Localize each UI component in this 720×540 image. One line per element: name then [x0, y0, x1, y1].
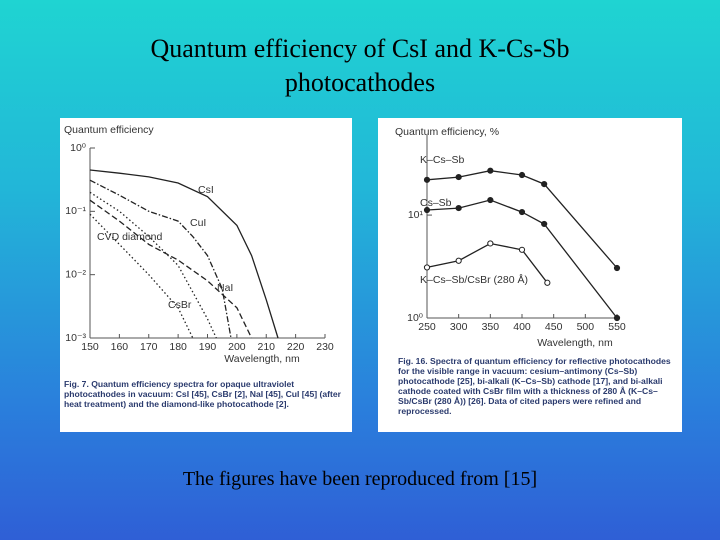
figure-panel	[378, 118, 682, 432]
data-point	[455, 173, 462, 181]
data-point	[518, 171, 526, 179]
x-tick-label: 450	[545, 321, 563, 333]
data-point	[541, 220, 548, 228]
series-label: K–Cs–Sb/CsBr (280 Å)	[420, 273, 528, 286]
x-tick-label: 400	[513, 321, 531, 333]
series-line	[89, 213, 194, 339]
y-tick-label: 10¹	[408, 209, 424, 221]
y-tick-label: 10⁻³	[65, 332, 86, 344]
figure-caption: Fig. 7. Quantum efficiency spectra for o…	[64, 379, 341, 409]
x-axis-label: Wavelength, nm	[224, 353, 300, 365]
series-label: CuI	[190, 217, 206, 229]
slide-title: Quantum efficiency of CsI and K-Cs-Sb ph…	[150, 34, 570, 97]
data-point	[487, 167, 494, 174]
x-tick-label: 170	[140, 341, 158, 353]
y-tick-label: 10⁻²	[65, 268, 86, 280]
data-point	[455, 204, 462, 212]
series-label: CVD diamond	[97, 231, 163, 243]
x-tick-label: 300	[450, 321, 468, 333]
y-axis-label: Quantum efficiency	[64, 124, 154, 136]
x-tick-label: 180	[169, 341, 187, 353]
series-label: Cs–Sb	[420, 197, 452, 209]
data-point	[613, 264, 621, 272]
series-label: CsI	[198, 184, 214, 196]
figure-caption: Fig. 16. Spectra of quantum efficiency f…	[398, 356, 671, 416]
data-point	[518, 246, 526, 253]
x-tick-label: 160	[111, 341, 129, 353]
y-tick-label: 10⁰	[70, 142, 87, 154]
data-point	[544, 279, 551, 286]
data-point	[487, 196, 494, 204]
series-label: CsBr	[168, 299, 192, 311]
x-tick-label: 150	[81, 341, 99, 353]
x-tick-label: 210	[257, 341, 275, 353]
x-tick-label: 550	[608, 321, 626, 333]
x-axis-label: Wavelength, nm	[537, 337, 613, 349]
series-line	[89, 191, 217, 339]
x-tick-label: 200	[228, 341, 246, 353]
data-point	[423, 206, 431, 214]
data-point	[541, 181, 548, 188]
series-label: K–Cs–Sb	[420, 154, 465, 166]
data-point	[613, 314, 621, 322]
data-point	[423, 176, 431, 183]
x-tick-label: 190	[199, 341, 217, 353]
series-line	[89, 169, 279, 339]
series-line	[89, 179, 232, 339]
x-tick-label: 250	[418, 321, 436, 333]
series-line	[89, 199, 253, 339]
data-point	[487, 240, 494, 247]
x-tick-label: 500	[577, 321, 595, 333]
y-tick-label: 10⁻¹	[65, 205, 86, 217]
x-tick-label: 350	[482, 321, 500, 333]
series-line	[426, 199, 618, 319]
y-axis-label: Quantum efficiency, %	[395, 126, 499, 138]
series-label: NaI	[217, 282, 233, 294]
data-point	[455, 257, 462, 264]
series-line	[426, 170, 618, 269]
data-point	[518, 208, 526, 216]
figure-panel	[60, 118, 352, 432]
x-tick-label: 220	[287, 341, 305, 353]
slide-footer: The figures have been reproduced from [1…	[182, 468, 538, 490]
y-tick-label: 10⁰	[407, 312, 424, 324]
x-tick-label: 230	[316, 341, 334, 353]
data-point	[423, 264, 431, 271]
